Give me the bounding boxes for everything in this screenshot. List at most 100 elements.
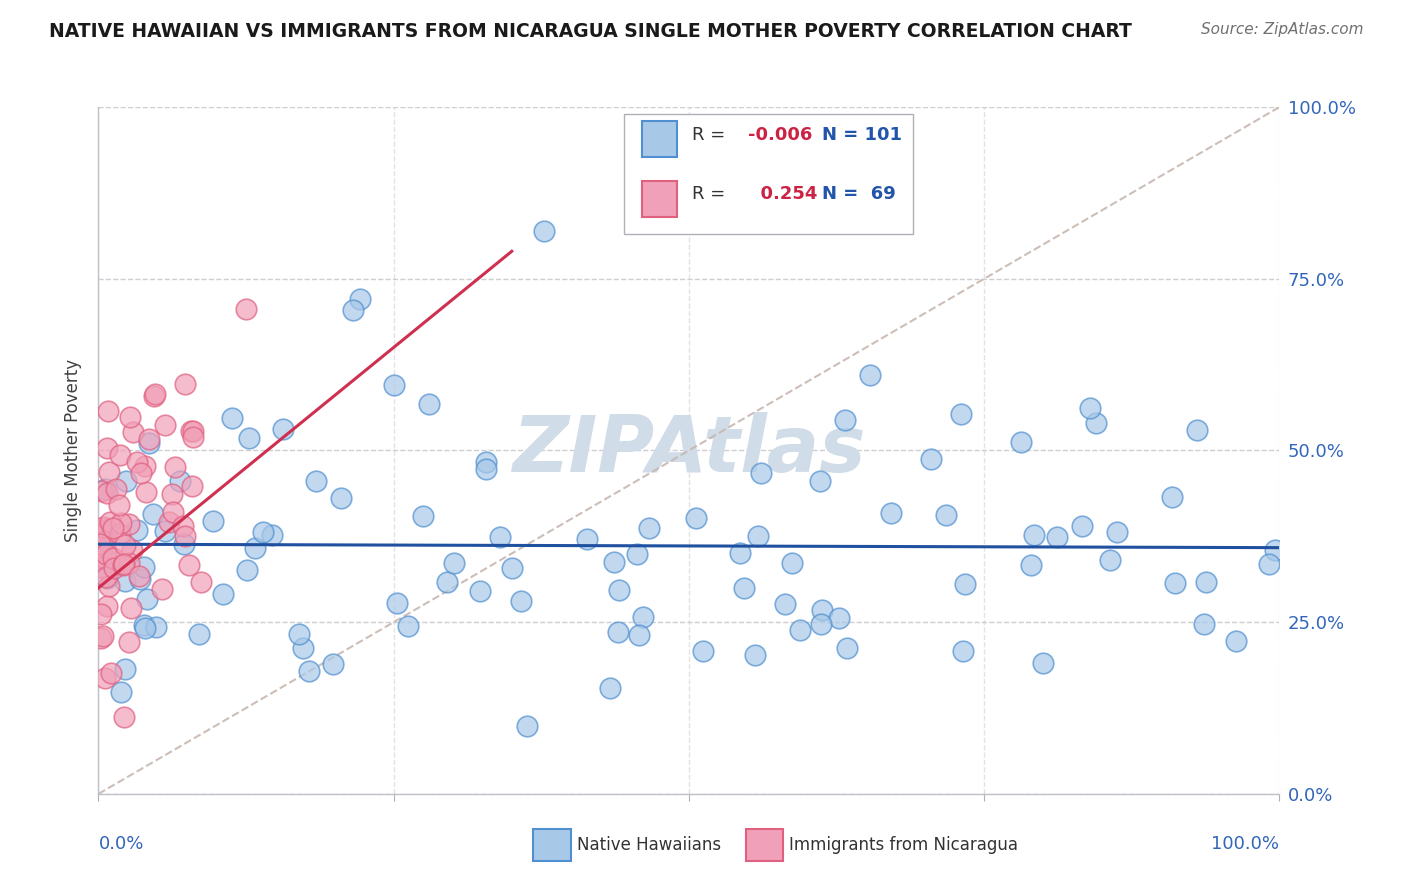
Text: 0.0%: 0.0% [98,835,143,853]
Point [98,516,121,530]
Point [90,560,112,574]
Point [90,550,112,565]
Point [101,551,124,566]
Point [122,425,145,440]
Point [749,467,772,481]
Point [775,597,797,611]
Text: N =  69: N = 69 [823,186,896,203]
Point [1032,656,1054,670]
Point [96,522,118,536]
Point [114,574,136,589]
Point [443,556,465,570]
Point [747,529,769,543]
Point [221,411,243,425]
Point [110,685,132,699]
Point [501,561,523,575]
Point [94,528,117,542]
Point [104,482,127,496]
Point [174,377,197,392]
Point [474,455,496,469]
Point [245,541,267,556]
Point [150,582,173,596]
Point [780,556,803,570]
Point [134,621,156,635]
Point [179,558,201,572]
FancyBboxPatch shape [641,121,678,157]
Point [412,508,434,523]
Point [132,560,155,574]
Point [811,603,834,617]
Point [808,474,831,488]
Point [1160,490,1182,504]
FancyBboxPatch shape [533,829,571,861]
Point [134,617,156,632]
Point [305,474,328,488]
Point [385,596,408,610]
Point [173,537,195,551]
Point [98,465,121,479]
Point [180,424,202,438]
Point [108,527,131,541]
Point [118,635,141,649]
Point [172,518,194,533]
Point [835,640,858,655]
Point [489,530,512,544]
Point [121,543,143,558]
Point [1225,634,1247,648]
Point [114,474,136,488]
Point [1185,423,1208,437]
Point [118,517,141,532]
Point [169,474,191,488]
Point [576,533,599,547]
Point [533,224,555,238]
Point [1164,575,1187,590]
Point [953,577,976,591]
Text: R =: R = [693,186,725,203]
Point [607,624,630,639]
Point [96,441,118,455]
Point [607,583,630,598]
Point [129,573,152,587]
Point [110,516,132,531]
Text: 100.0%: 100.0% [1212,835,1279,853]
Point [935,508,957,522]
Point [468,584,491,599]
Text: 0.254: 0.254 [748,186,817,203]
Point [112,710,135,724]
Point [1107,524,1129,539]
Point [118,556,141,570]
Point [950,407,973,421]
FancyBboxPatch shape [624,114,914,234]
Point [188,627,211,641]
Point [91,629,114,643]
Point [287,626,309,640]
Point [183,430,205,444]
Point [252,524,274,539]
Point [952,644,974,658]
Point [94,483,117,497]
Point [90,607,112,621]
Point [136,592,159,607]
Point [103,560,125,574]
Point [108,499,131,513]
Point [91,519,114,533]
Point [89,537,111,551]
Point [273,422,295,436]
Point [626,548,648,562]
Point [108,449,131,463]
Point [1046,530,1069,544]
Point [114,538,136,552]
Point [94,671,117,685]
Point [212,587,235,601]
Point [1192,616,1215,631]
FancyBboxPatch shape [641,181,678,217]
Text: NATIVE HAWAIIAN VS IMMIGRANTS FROM NICARAGUA SINGLE MOTHER POVERTY CORRELATION C: NATIVE HAWAIIAN VS IMMIGRANTS FROM NICAR… [49,22,1132,41]
Point [1264,543,1286,558]
Point [692,644,714,658]
Point [879,506,901,520]
Point [418,397,440,411]
Point [90,543,112,558]
Point [94,550,117,565]
Text: Source: ZipAtlas.com: Source: ZipAtlas.com [1201,22,1364,37]
Point [114,662,136,676]
